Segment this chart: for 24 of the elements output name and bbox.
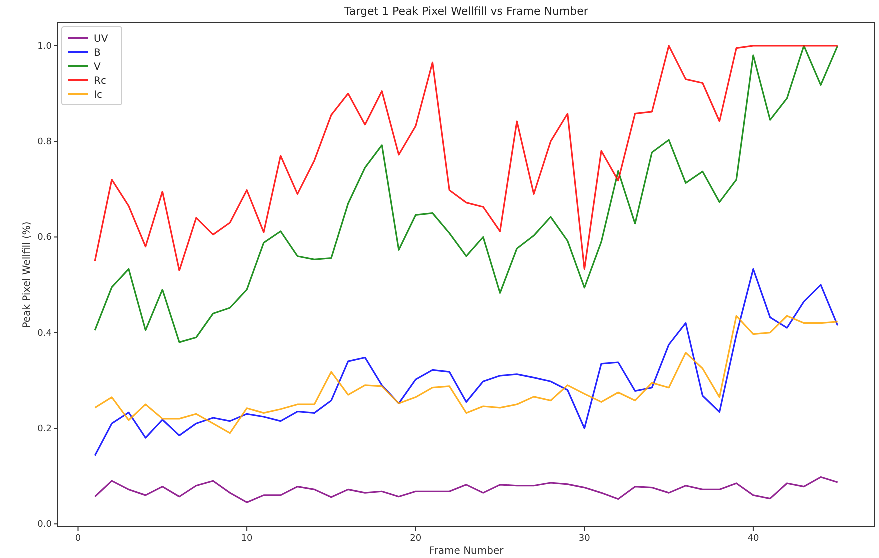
y-axis-title: Peak Pixel Wellfill (%): [22, 222, 33, 328]
line-series: [94, 45, 839, 272]
x-tick-label: 10: [241, 534, 254, 544]
legend-label: B: [94, 48, 101, 59]
x-tick-label: 20: [410, 534, 422, 544]
y-tick-label: 0.6: [38, 233, 52, 244]
x-tick-label: 30: [578, 534, 591, 544]
line-series: [94, 476, 839, 504]
x-tick-label: 0: [75, 534, 82, 544]
line-series: [94, 45, 839, 344]
x-tick-label: 40: [748, 534, 760, 544]
y-tick-label: 0.8: [38, 138, 52, 148]
legend-label: UV: [94, 34, 108, 45]
y-tick-label: 1.0: [38, 42, 52, 52]
line-series: [94, 315, 839, 434]
y-tick-label: 0.2: [38, 424, 52, 434]
y-tick-label: 0.4: [38, 328, 52, 339]
chart-title: Target 1 Peak Pixel Wellfill vs Frame Number: [344, 5, 589, 18]
legend-label: Ic: [94, 90, 102, 101]
x-axis-title: Frame Number: [429, 546, 505, 557]
y-tick-label: 0.0: [38, 520, 52, 530]
legend-label: Rc: [94, 76, 106, 87]
line-series: [94, 268, 839, 457]
legend-label: V: [94, 62, 101, 73]
